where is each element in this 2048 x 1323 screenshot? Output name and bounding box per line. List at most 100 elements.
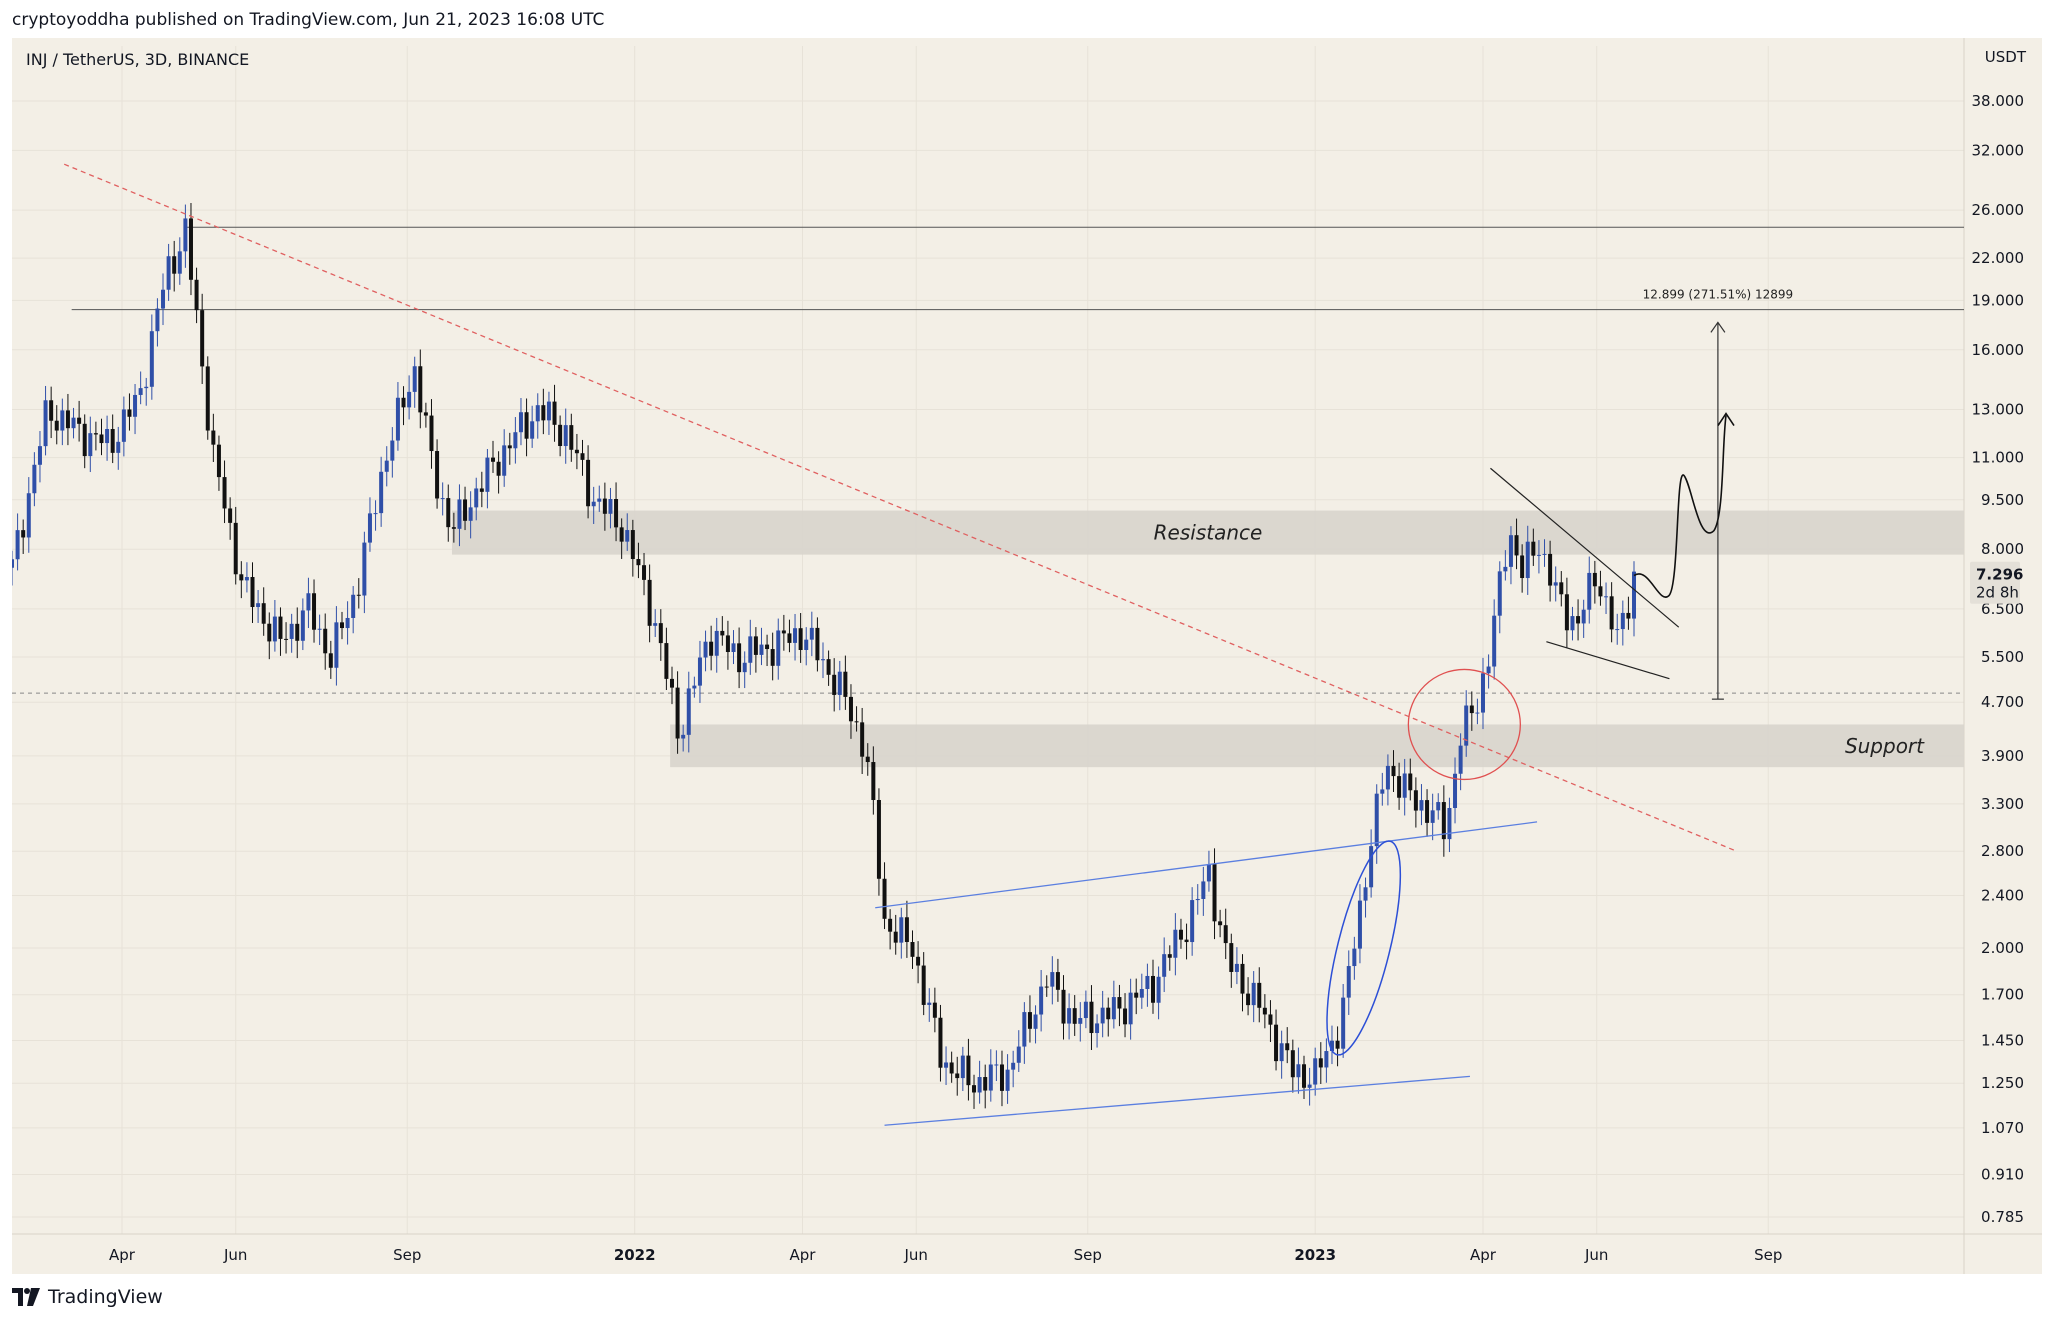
candle-body [1050,972,1055,987]
candle-body [630,530,635,560]
y-tick-label: 32.000 [1972,141,2025,159]
last-price-badge [1970,561,2020,604]
candle-body [686,688,691,735]
candle-body [362,542,367,596]
candle-body [1033,1014,1038,1029]
projection-arrowhead [1710,321,1726,333]
candle-body [709,641,714,656]
chart-frame[interactable]: Resistance Support 12.899 (271.51%) 12899 3… [12,38,2042,1274]
candle-body [239,574,244,581]
candle-body [647,579,652,626]
y-tick-label: 11.000 [1972,449,2025,467]
candle-body [826,659,831,675]
candle-body [597,498,602,502]
candle-body [49,400,54,421]
candle-body [1318,1058,1323,1068]
candle-body [865,756,870,763]
candle-body [1514,535,1519,556]
candle-body [999,1064,1004,1091]
candle-body [765,644,770,650]
candle-body [1419,800,1424,811]
candle-body [770,649,775,666]
candle-body [222,477,227,509]
candle-body [1436,802,1441,811]
candle-body [1329,1040,1334,1052]
candle-body [1083,1001,1088,1019]
candle-body [787,633,792,643]
candle-body [960,1055,965,1079]
candle-body [155,308,160,332]
trendline-descending-red-dashed [63,163,1737,852]
candle-body [295,623,300,641]
candle-body [1011,1062,1016,1070]
candle-body [921,965,926,1005]
candle-body [518,412,523,433]
candle-body [944,1062,949,1068]
candle-body [675,687,680,739]
candle-body [535,405,540,422]
candle-body [1100,1007,1105,1024]
candle-body [1369,846,1374,888]
candle-body [423,412,428,416]
candle-body [1391,765,1396,777]
y-tick-label: 38.000 [1972,92,2025,110]
candle-body [1072,1008,1077,1024]
candle-body [720,630,725,636]
candle-body [256,603,261,608]
last-price-value: 7.296 [1976,566,2023,584]
candle-body [1016,1046,1021,1063]
candle-body [636,559,641,566]
candle-body [988,1064,993,1091]
candle-body [65,410,70,429]
candle-body [1469,705,1474,714]
candle-body [1609,596,1614,630]
y-tick-label: 26.000 [1972,201,2025,219]
candle-body [809,627,814,640]
candle-body [1542,553,1547,555]
candle-body [1480,673,1485,713]
candle-body [1206,864,1211,882]
candle-body [233,522,238,575]
y-tick-label: 0.910 [1981,1166,2024,1184]
candle-body [485,457,490,492]
last-price-countdown: 2d 8h [1976,584,2019,602]
candle-body [1458,745,1463,774]
x-tick-label: Apr [109,1246,136,1264]
candle-body [1408,773,1413,791]
candle-body [71,417,76,429]
candle-body [546,401,551,421]
candle-body [105,429,110,444]
candle-body [1453,773,1458,809]
footer-brand[interactable]: TradingView [12,1286,163,1308]
y-tick-label: 6.500 [1981,600,2024,618]
candle-body [1251,982,1256,1006]
candle-body [1290,1050,1295,1078]
candle-body [205,366,210,431]
candle-body [916,956,921,966]
candle-body [910,942,915,957]
candle-body [1178,929,1183,940]
candle-body [1111,997,1116,1020]
candle-body [530,421,535,439]
y-tick-label: 1.700 [1981,986,2024,1004]
y-tick-label: 22.000 [1972,249,2025,267]
candle-body [250,577,255,608]
candle-body [21,530,26,538]
price-chart[interactable]: Resistance Support 12.899 (271.51%) 12899 3… [12,38,2042,1274]
x-tick-label: Sep [393,1246,421,1264]
candle-body [955,1073,960,1079]
candle-body [356,594,361,596]
candle-body [339,622,344,629]
candle-body [776,630,781,666]
candle-body [110,429,115,453]
candle-body [569,425,574,450]
candle-body [703,641,708,658]
candle-body [60,410,65,431]
projection-label: 12.899 (271.51%) 12899 [1643,287,1794,301]
x-tick-label: Apr [790,1246,817,1264]
candle-body [664,643,669,679]
candle-body [1397,776,1402,798]
candle-body [1173,929,1178,958]
zone-label-resistance: Resistance [1154,521,1263,545]
candle-body [1274,1024,1279,1062]
